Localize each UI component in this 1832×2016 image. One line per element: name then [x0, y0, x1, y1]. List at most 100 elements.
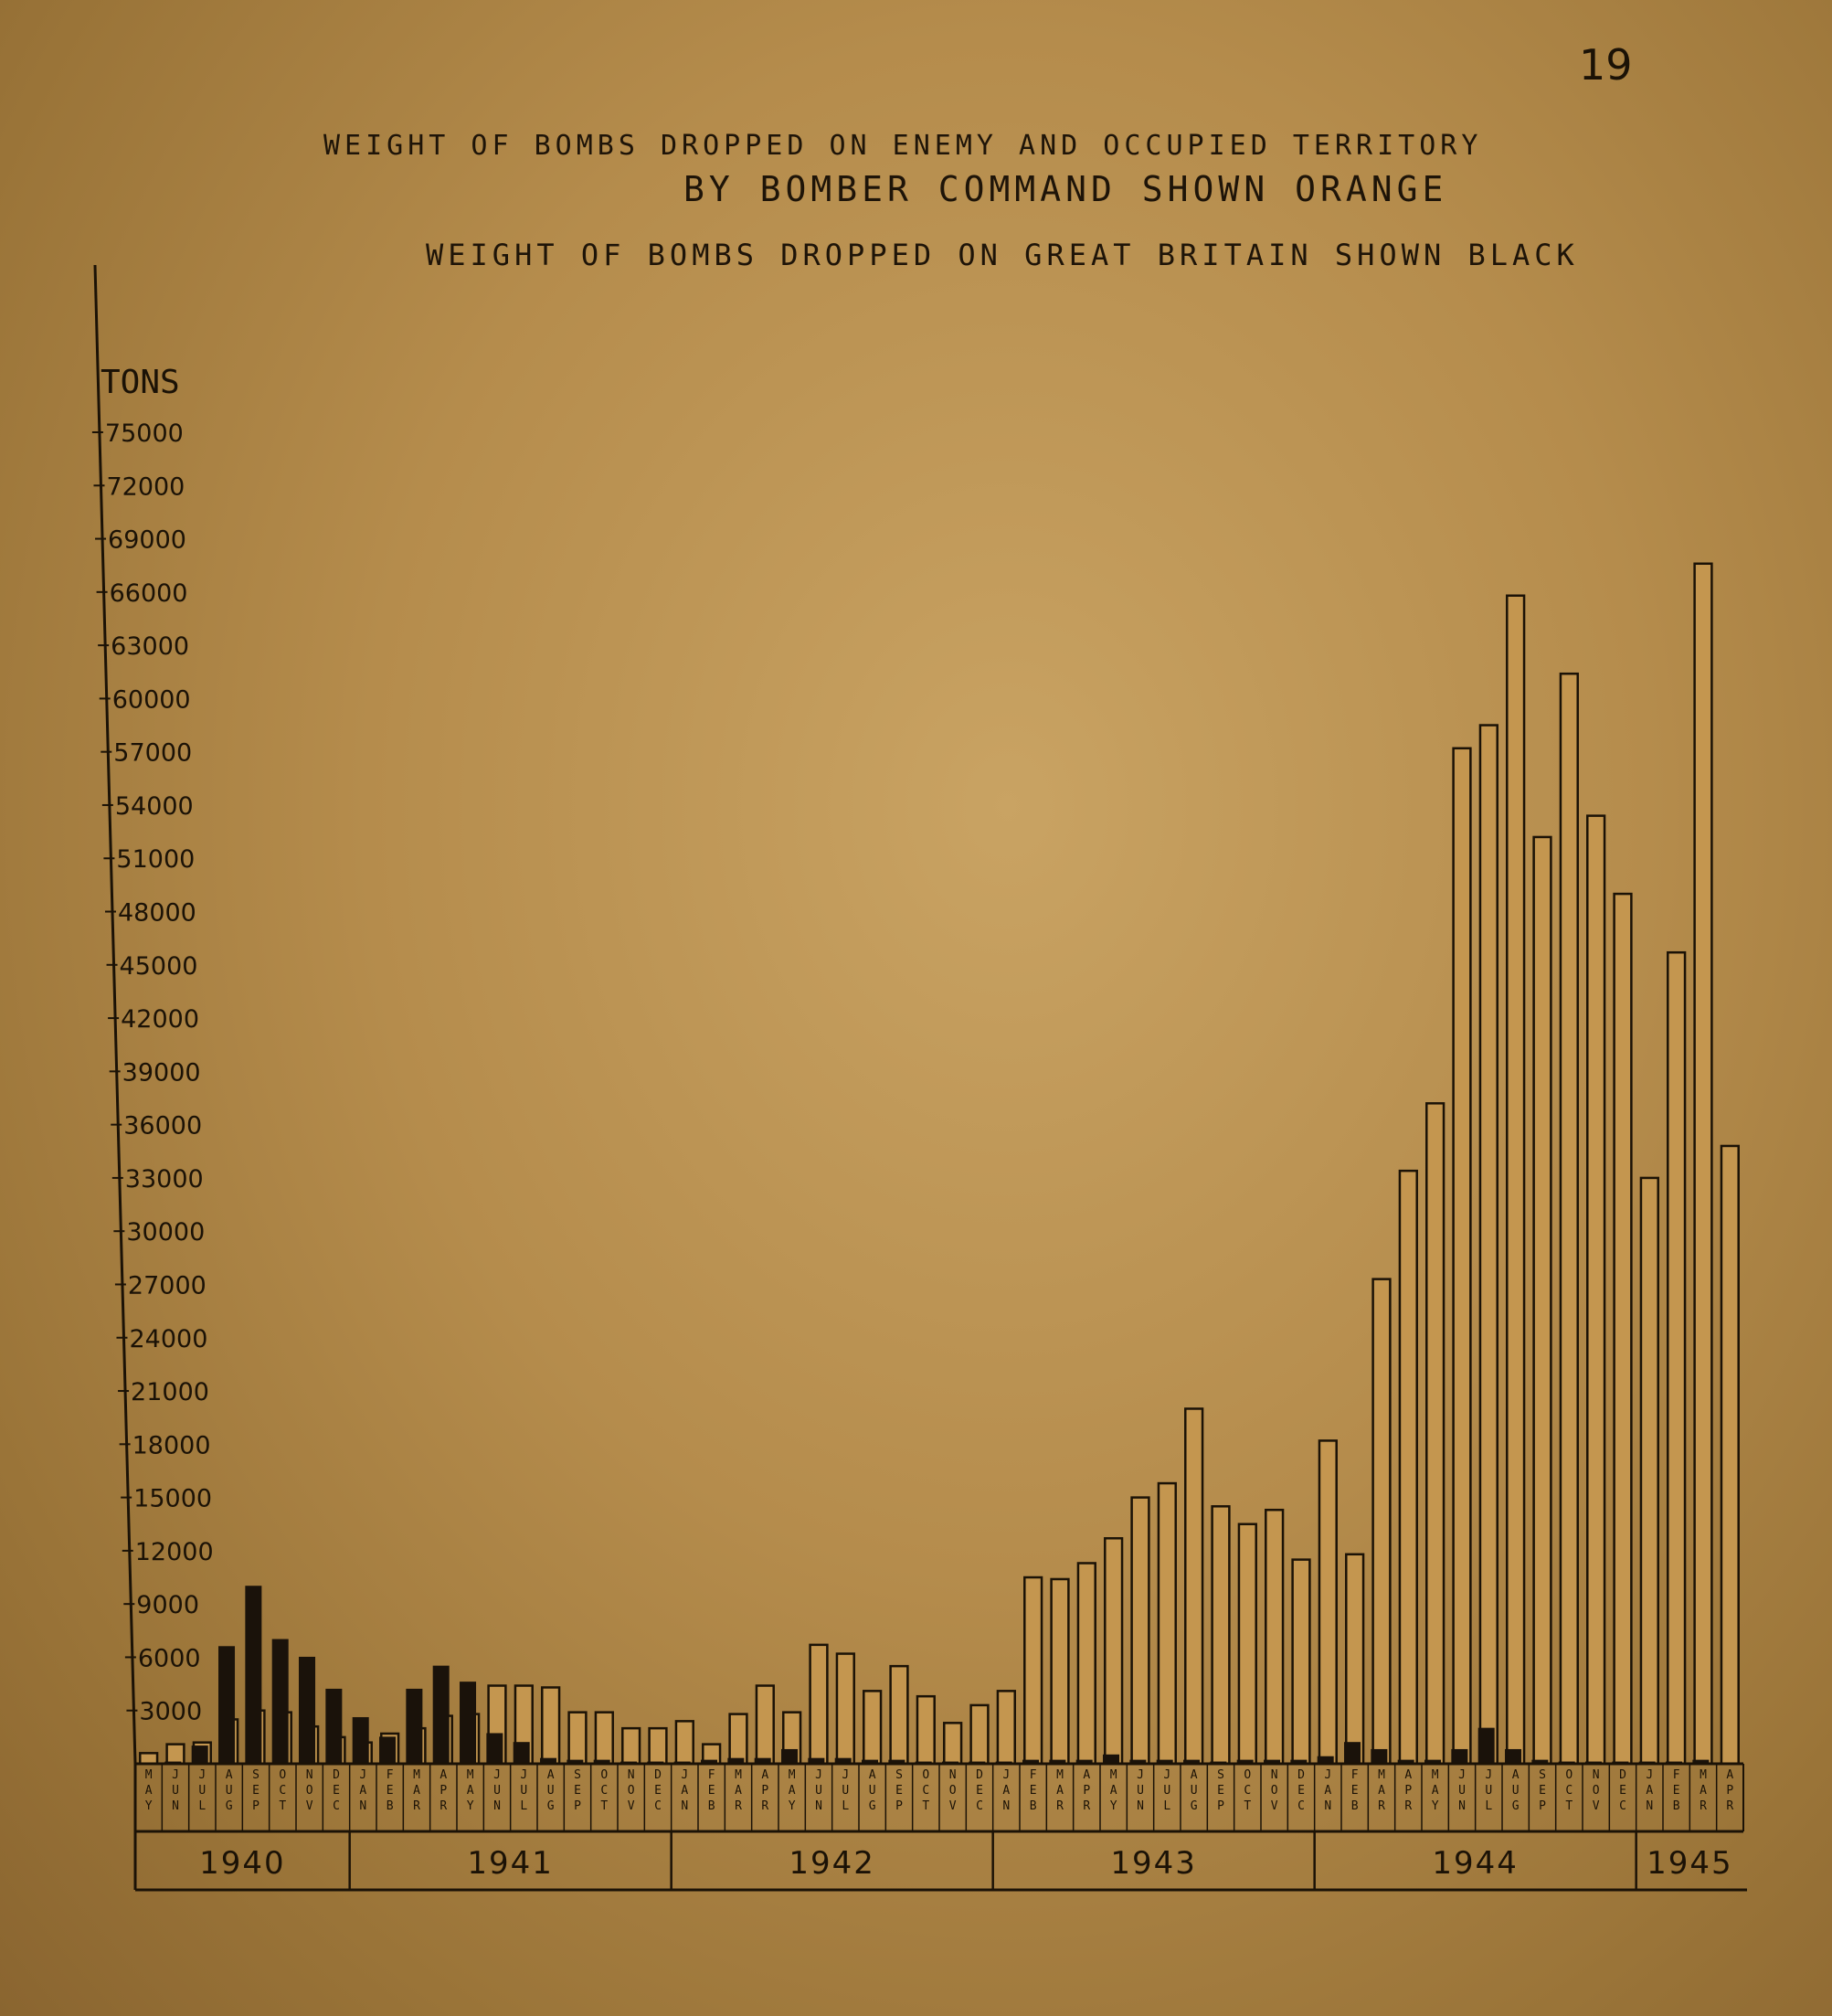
- orange-bar: [1318, 1439, 1338, 1766]
- black-bar: [1371, 1748, 1388, 1765]
- orange-bar: [541, 1686, 561, 1766]
- orange-bar: [1050, 1577, 1070, 1766]
- orange-bar: [1667, 950, 1687, 1766]
- black-bar: [218, 1646, 236, 1765]
- x-axis: M A Y J U N J U L A U G S E P O C T N O V D E C J A N F E B M A R A P R M A Y J…: [133, 1762, 1747, 1892]
- orange-bar: [1613, 892, 1633, 1766]
- black-bar: [325, 1688, 343, 1765]
- black-bar: [299, 1656, 316, 1765]
- orange-bar: [863, 1690, 883, 1766]
- black-bar: [352, 1716, 369, 1765]
- orange-bar: [567, 1711, 588, 1766]
- y-tick-label: 30000: [126, 1218, 205, 1247]
- orange-bar: [1639, 1176, 1659, 1766]
- orange-bar: [1559, 672, 1579, 1766]
- orange-bar: [728, 1713, 748, 1766]
- orange-bar: [1371, 1278, 1392, 1766]
- orange-bar: [621, 1726, 641, 1766]
- y-tick-label: 12000: [135, 1538, 214, 1566]
- black-bar: [1505, 1748, 1522, 1765]
- orange-bar: [916, 1694, 936, 1766]
- y-tick-label: 45000: [120, 952, 198, 981]
- y-tick-label: 36000: [123, 1112, 202, 1141]
- black-bar: [513, 1742, 530, 1765]
- orange-bar: [889, 1664, 909, 1766]
- orange-bar: [1130, 1496, 1150, 1766]
- chart-title-line-3: WEIGHT OF BOMBS DROPPED ON GREAT BRITAIN…: [426, 238, 1579, 272]
- orange-bar: [1104, 1537, 1124, 1766]
- y-tick-label: 66000: [110, 579, 188, 608]
- black-bar: [781, 1748, 799, 1765]
- orange-bar: [1693, 562, 1713, 1766]
- y-tick-label: 39000: [122, 1058, 201, 1087]
- orange-bar: [1076, 1562, 1096, 1766]
- orange-bar: [1720, 1144, 1740, 1766]
- orange-bar: [1184, 1407, 1204, 1766]
- year-label: 1943: [1110, 1845, 1197, 1882]
- orange-bar: [1291, 1558, 1311, 1766]
- orange-bar: [1237, 1523, 1257, 1766]
- black-bar: [1344, 1742, 1361, 1765]
- y-tick-label: 3000: [139, 1698, 202, 1726]
- y-tick-label: 75000: [105, 419, 184, 448]
- y-tick-label: 42000: [121, 1005, 199, 1034]
- orange-bar: [943, 1722, 963, 1766]
- y-tick-label: 15000: [133, 1485, 212, 1513]
- orange-bar: [674, 1720, 694, 1766]
- orange-bar: [1023, 1576, 1043, 1766]
- orange-bar: [1478, 724, 1498, 1766]
- y-tick-label: 21000: [131, 1378, 209, 1406]
- black-bar: [432, 1665, 450, 1765]
- y-tick-label: 72000: [106, 472, 185, 501]
- y-tick-label: 33000: [125, 1165, 204, 1194]
- black-bar: [486, 1733, 503, 1765]
- y-tick-label: 51000: [116, 845, 195, 874]
- y-tick-label: 69000: [108, 526, 186, 555]
- orange-bar: [165, 1743, 185, 1766]
- orange-bar: [1532, 835, 1552, 1766]
- y-tick-label: 60000: [112, 685, 191, 714]
- orange-bar: [755, 1684, 775, 1766]
- y-tick-label: 6000: [138, 1644, 201, 1672]
- black-bar: [1451, 1748, 1468, 1765]
- orange-bar: [1398, 1169, 1418, 1766]
